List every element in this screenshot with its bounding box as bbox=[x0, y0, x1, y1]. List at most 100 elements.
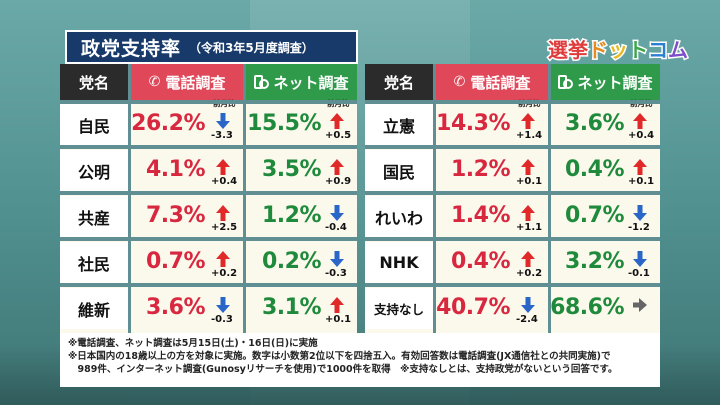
arrow-up-icon bbox=[521, 251, 535, 267]
header-phone-label: 電話調査 bbox=[470, 73, 531, 92]
net-change: -0.3 bbox=[325, 268, 347, 279]
row-divider bbox=[60, 237, 357, 241]
net-value: 68.6% bbox=[550, 295, 624, 320]
logo-char: 選 bbox=[547, 36, 570, 63]
phone-change: -3.3 bbox=[211, 130, 233, 141]
column-divider bbox=[243, 64, 246, 333]
phone-cell: 7.3% +2.5 bbox=[131, 196, 243, 237]
phone-value: 4.1% bbox=[145, 157, 206, 182]
table-row: 公明 4.1% +0.4 3.5% +0.9 bbox=[60, 150, 357, 191]
phone-icon: ✆ bbox=[148, 74, 161, 90]
phone-value: 0.7% bbox=[145, 249, 206, 274]
net-cell: 68.6% bbox=[550, 288, 660, 329]
phone-value: 26.2% bbox=[131, 111, 205, 136]
table-row: NHK 0.4% +0.2 3.2% -0.1 bbox=[365, 242, 660, 283]
arrow-up-icon bbox=[633, 113, 647, 129]
right-table: 党名 ✆ 電話調査 ネット調査 立憲14.3%+1.4前月比3.6%+0.4前月… bbox=[365, 64, 660, 333]
net-value: 0.7% bbox=[564, 203, 625, 228]
net-value: 3.1% bbox=[261, 295, 322, 320]
table-row: 支持なし 40.7% -2.4 68.6% bbox=[365, 288, 660, 329]
net-change: -1.2 bbox=[628, 222, 650, 233]
net-change: +0.1 bbox=[325, 314, 352, 325]
net-value: 0.4% bbox=[564, 157, 625, 182]
party-name: 維新 bbox=[60, 288, 128, 329]
row-divider bbox=[365, 191, 660, 195]
logo-char: ッ bbox=[607, 36, 630, 63]
header-divider bbox=[365, 100, 660, 104]
row-divider bbox=[365, 237, 660, 241]
party-name: れいわ bbox=[365, 196, 433, 237]
party-name: 立憲 bbox=[365, 104, 433, 145]
header-phone-label: 電話調査 bbox=[165, 73, 226, 92]
arrow-up-icon bbox=[216, 251, 230, 267]
net-cell: 0.4% +0.1 bbox=[551, 150, 660, 191]
arrow-up-icon bbox=[521, 205, 535, 221]
phone-change: +1.4 bbox=[516, 130, 543, 141]
phone-change: +0.2 bbox=[516, 268, 543, 279]
table-row: 国民 1.2% +0.1 0.4% +0.1 bbox=[365, 150, 660, 191]
net-cell: 3.1% +0.1 bbox=[246, 288, 357, 329]
note-line: 989件、インターネット調査(Gunosyリサーチを使用)で1000件を取得 ※… bbox=[68, 364, 618, 375]
left-table: 党名 ✆ 電話調査 ネット調査 自民26.2%-3.3前月比15.5%+0.5前… bbox=[60, 64, 357, 333]
phone-cell: 26.2%-3.3前月比 bbox=[131, 99, 243, 145]
net-cell: 15.5%+0.5前月比 bbox=[246, 99, 357, 145]
phone-value: 0.4% bbox=[450, 249, 511, 274]
logo-char: 挙 bbox=[567, 36, 590, 63]
net-cell: 3.6%+0.4前月比 bbox=[551, 99, 660, 145]
header-party: 党名 bbox=[60, 64, 128, 100]
phone-cell: 1.4% +1.1 bbox=[436, 196, 548, 237]
arrow-right-icon bbox=[633, 298, 647, 312]
net-change: +0.1 bbox=[628, 176, 655, 187]
logo-char: ト bbox=[627, 36, 650, 63]
phone-cell: 1.2% +0.1 bbox=[436, 150, 548, 191]
column-divider bbox=[433, 64, 436, 333]
arrow-up-icon bbox=[216, 159, 230, 175]
row-divider bbox=[60, 145, 357, 149]
arrow-up-icon bbox=[330, 159, 344, 175]
net-cell: 3.5% +0.9 bbox=[246, 150, 357, 191]
phone-change: +0.4 bbox=[211, 176, 238, 187]
phone-cell: 4.1% +0.4 bbox=[131, 150, 243, 191]
net-value: 3.5% bbox=[261, 157, 322, 182]
header-divider bbox=[60, 100, 357, 104]
row-divider bbox=[365, 145, 660, 149]
phone-change: +0.1 bbox=[516, 176, 543, 187]
phone-cell: 0.7% +0.2 bbox=[131, 242, 243, 283]
phone-value: 3.6% bbox=[145, 295, 206, 320]
header-phone: ✆ 電話調査 bbox=[436, 64, 548, 100]
net-change: +0.5 bbox=[325, 130, 352, 141]
page-title: 政党支持率 bbox=[81, 37, 182, 60]
arrow-down-icon bbox=[521, 297, 535, 313]
row-divider bbox=[60, 283, 357, 287]
phone-value: 1.4% bbox=[450, 203, 511, 228]
net-cell: 0.2% -0.3 bbox=[246, 242, 357, 283]
logo-text: 選挙ドットコム bbox=[547, 34, 690, 63]
header-phone: ✆ 電話調査 bbox=[131, 64, 243, 100]
logo-char: ム bbox=[667, 36, 690, 63]
header-net: ネット調査 bbox=[246, 64, 357, 100]
phone-icon: ✆ bbox=[453, 74, 466, 90]
net-value: 15.5% bbox=[247, 111, 321, 136]
phone-cell: 14.3%+1.4前月比 bbox=[436, 99, 548, 145]
phone-change: +1.1 bbox=[516, 222, 543, 233]
net-value: 3.2% bbox=[564, 249, 625, 274]
row-divider bbox=[365, 283, 660, 287]
table-row: 維新 3.6% -0.3 3.1% +0.1 bbox=[60, 288, 357, 329]
net-cell: 0.7% -1.2 bbox=[551, 196, 660, 237]
arrow-down-icon bbox=[216, 297, 230, 313]
page-subtitle: （令和3年5月度調査） bbox=[189, 40, 314, 55]
arrow-down-icon bbox=[633, 251, 647, 267]
header-party: 党名 bbox=[365, 64, 433, 100]
header-net-label: ネット調査 bbox=[273, 73, 349, 92]
notes: ※電話調査、ネット調査は5月15日(土)・16日(日)に実施 ※日本国内の18歳… bbox=[60, 333, 660, 387]
phone-change: +2.5 bbox=[211, 222, 238, 233]
phone-cell: 3.6% -0.3 bbox=[131, 288, 243, 329]
logo-char: コ bbox=[647, 36, 670, 63]
smartphone-icon bbox=[254, 75, 270, 89]
column-divider bbox=[548, 64, 551, 333]
phone-cell: 40.7% -2.4 bbox=[436, 288, 548, 329]
row-divider bbox=[60, 191, 357, 195]
net-cell: 3.2% -0.1 bbox=[551, 242, 660, 283]
title-box: 政党支持率 （令和3年5月度調査） bbox=[65, 30, 358, 64]
